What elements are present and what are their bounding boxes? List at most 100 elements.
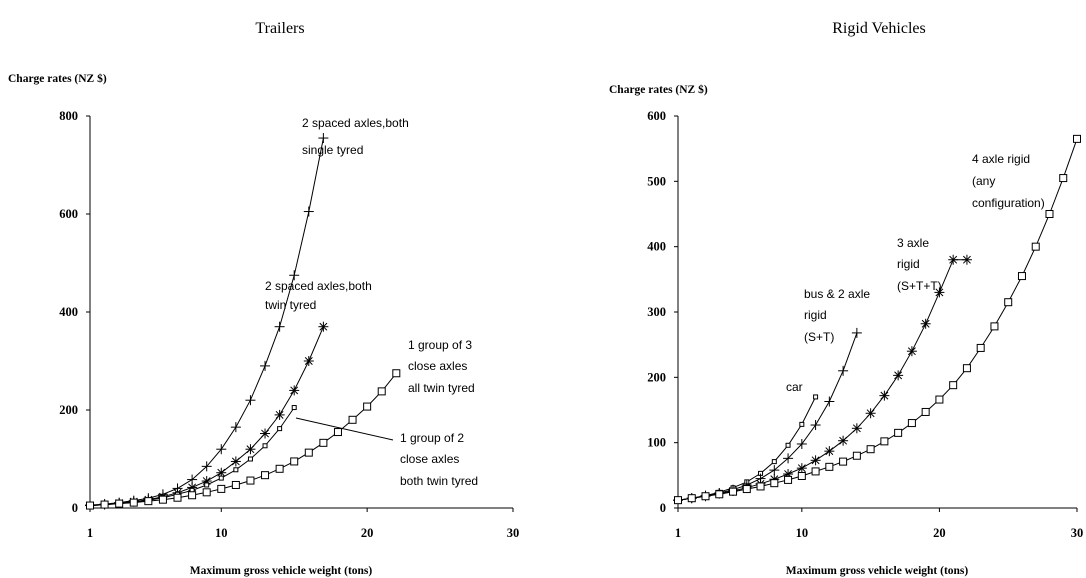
y-tick-label: 200 — [59, 403, 78, 417]
data-point-square — [86, 501, 94, 510]
data-point-small-square — [262, 443, 268, 449]
annotation-line: (S+T+T) — [897, 279, 942, 293]
data-point-square — [797, 471, 806, 480]
data-point-square — [990, 322, 999, 331]
x-tick-label: 30 — [1071, 526, 1084, 540]
chart-title: Trailers — [255, 20, 304, 37]
y-tick-label: 0 — [72, 501, 78, 515]
data-point-asterisk — [824, 446, 835, 457]
data-point-small-square — [218, 475, 224, 481]
data-point-square — [129, 498, 138, 507]
x-tick-label: 1 — [675, 526, 681, 540]
y-tick-label: 200 — [647, 370, 666, 384]
data-point-square — [1073, 134, 1081, 143]
data-point-square — [304, 448, 313, 457]
data-point-square — [217, 484, 226, 493]
data-point-square — [687, 494, 696, 503]
data-point-square — [811, 467, 820, 476]
data-point-square — [949, 381, 958, 390]
series-line — [677, 259, 967, 501]
annotation-line: single tyred — [302, 143, 363, 157]
data-point-asterisk — [810, 455, 821, 466]
data-point-square — [202, 488, 211, 497]
chart-title: Rigid Vehicles — [832, 20, 925, 37]
data-point-asterisk — [879, 390, 890, 401]
data-point-asterisk — [893, 370, 904, 381]
data-point-square — [275, 464, 284, 473]
data-point-square — [231, 480, 240, 489]
x-axis-label: Maximum gross vehicle weight (tons) — [786, 565, 969, 577]
data-point-asterisk — [274, 409, 285, 420]
data-point-asterisk — [934, 287, 945, 298]
axes: 0 200 400 600 800 1 10 20 30 — [59, 109, 519, 540]
data-point-plus — [303, 206, 314, 217]
x-tick-label: 20 — [361, 526, 374, 540]
annotation-line: car — [786, 380, 803, 394]
data-point-plus — [318, 133, 329, 144]
data-point-asterisk — [851, 423, 862, 434]
series-line — [677, 332, 858, 501]
data-point-square — [839, 457, 848, 466]
data-point-asterisk — [920, 318, 931, 329]
data-point-asterisk — [289, 385, 300, 396]
data-point-asterisk — [906, 346, 917, 357]
data-point-small-square — [277, 426, 283, 432]
annotation-car: car — [786, 380, 803, 394]
data-point-square — [866, 445, 875, 454]
data-point-small-square — [247, 456, 253, 462]
data-point-square — [715, 490, 724, 499]
annotation-line: 2 spaced axles,both — [302, 116, 409, 130]
data-point-square — [935, 395, 944, 404]
data-point-plus — [216, 444, 227, 455]
data-point-plus — [230, 422, 241, 433]
annotation-bus-2-axle-rigid: bus & 2 axle rigid (S+T) — [804, 287, 870, 344]
series-line — [89, 372, 397, 507]
data-point-plus — [769, 465, 780, 476]
data-point-square — [188, 491, 197, 500]
data-point-asterisk — [303, 356, 314, 366]
x-tick-label: 10 — [215, 526, 228, 540]
annotation-4-axle-rigid: 4 axle rigid (any configuration) — [972, 152, 1045, 210]
data-point-square — [894, 428, 903, 437]
data-point-square — [1004, 298, 1013, 307]
series-asterisk — [85, 321, 329, 511]
data-point-plus — [289, 270, 300, 281]
data-point-square — [246, 476, 255, 485]
series-plus — [673, 327, 862, 506]
y-tick-label: 100 — [647, 436, 666, 450]
data-point-square — [158, 495, 167, 504]
series-line — [89, 138, 324, 506]
rigid-vehicles-chart: Rigid Vehicles Charge rates (NZ $) Maxim… — [609, 20, 1083, 577]
data-point-square — [976, 343, 985, 352]
series-square — [86, 369, 401, 510]
data-point-square — [348, 415, 357, 424]
y-tick-label: 300 — [647, 305, 666, 319]
data-point-asterisk — [961, 254, 972, 265]
data-point-small-square — [771, 459, 777, 465]
y-axis-label: Charge rates (NZ $) — [8, 72, 107, 85]
annotation-line: 3 axle — [897, 236, 929, 250]
data-point-asterisk — [838, 435, 849, 446]
data-point-plus — [824, 396, 835, 407]
data-point-square — [1031, 242, 1040, 251]
data-point-asterisk — [260, 428, 271, 439]
data-point-asterisk — [796, 463, 807, 474]
annotation-line: both twin tyred — [400, 474, 478, 488]
data-point-asterisk — [230, 456, 241, 467]
data-point-square — [333, 428, 342, 437]
y-tick-label: 0 — [660, 501, 666, 515]
data-point-square — [742, 485, 751, 494]
data-point-square — [1017, 272, 1026, 281]
data-point-plus — [201, 461, 212, 472]
annotation-line: bus & 2 axle — [804, 287, 870, 301]
data-point-small-square — [799, 421, 805, 427]
data-point-square — [907, 419, 916, 428]
y-tick-label: 500 — [647, 174, 666, 188]
data-point-square — [363, 402, 372, 411]
annotation-line: 4 axle rigid — [972, 152, 1030, 166]
data-point-square — [825, 462, 834, 471]
x-tick-label: 20 — [933, 526, 946, 540]
data-point-small-square — [291, 405, 297, 411]
annotation-line: rigid — [804, 308, 827, 322]
annotation-leader-line — [295, 417, 394, 441]
